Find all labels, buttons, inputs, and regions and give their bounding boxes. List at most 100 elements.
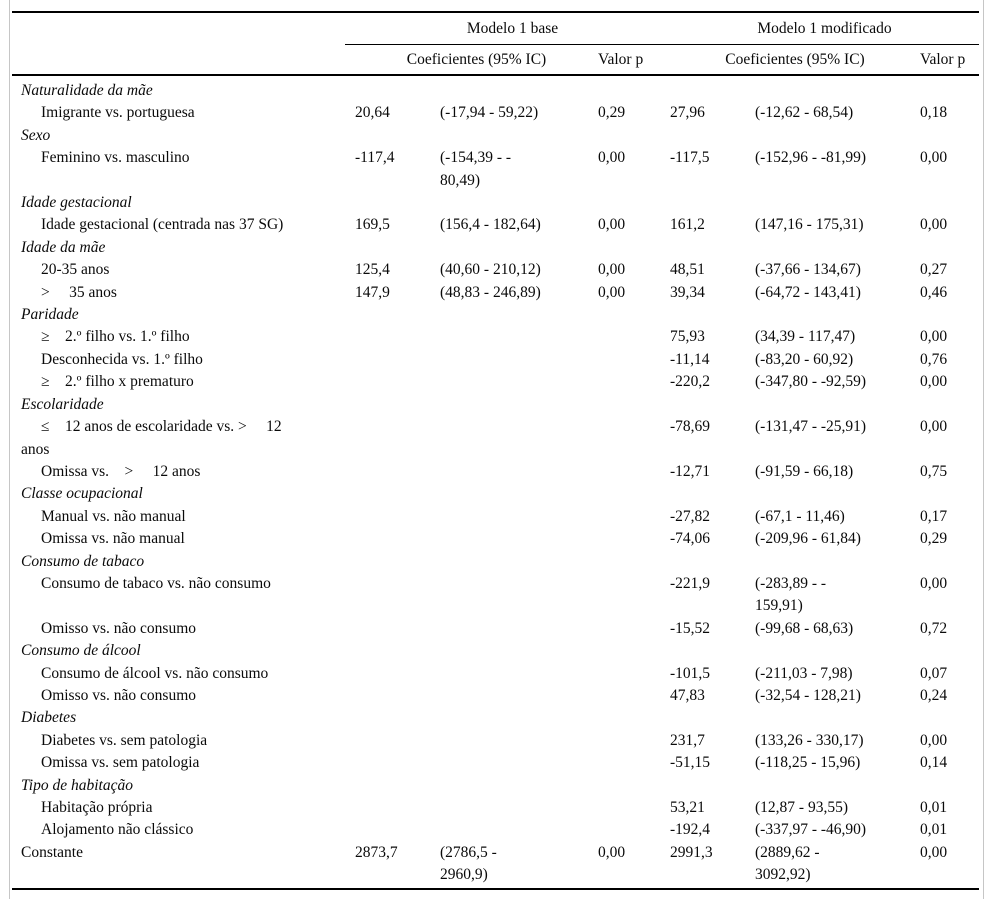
coef-cell-model2: 47,83 (670, 686, 705, 704)
row-label: Desconhecida vs. 1.º filho (41, 350, 203, 368)
category-row: Consumo de tabaco (12, 551, 979, 573)
coef-cell-model2: 48,51 (670, 261, 705, 279)
coef-cell-model1 (355, 551, 440, 573)
pvalue-cell-model1 (598, 775, 670, 797)
row-label: Paridade (21, 306, 79, 324)
coef-cell-model2: 27,96 (670, 104, 705, 122)
ci-cell-model2 (755, 551, 920, 573)
pvalue-cell-model1: 0,29 (598, 104, 626, 122)
table-row: Diabetes vs. sem patologia 231,7 (133,26 -… (12, 730, 979, 752)
ci-cell-model2 (755, 192, 920, 214)
row-label: Consumo de tabaco (21, 552, 145, 570)
coef-cell-model1 (355, 349, 440, 371)
ci-cell-model1 (440, 371, 598, 393)
ci-cell-model2 (755, 640, 920, 662)
table-row: Omisso vs. não consumo -15,52 (-99,68 - 68… (12, 618, 979, 640)
row-label: Escolaridade (21, 395, 104, 413)
coef-cell-model2 (670, 237, 755, 259)
coef-cell-model1 (355, 304, 440, 326)
pvalue-cell-model2: 0,00 (920, 216, 948, 234)
pvalue-cell-model2 (920, 483, 979, 505)
coefficients-header-model1: Coeficientes (95% IC) (406, 50, 547, 68)
pvalue-header-model1: Valor p (598, 50, 644, 68)
category-row: Tipo de habitação (12, 775, 979, 797)
ci-cell-model2 (755, 125, 920, 147)
coef-cell-model2 (670, 640, 755, 662)
row-label: Diabetes (21, 709, 77, 727)
row-label: Consumo de álcool vs. não consumo (41, 664, 269, 682)
header-rule (12, 74, 979, 76)
pvalue-cell-model1 (598, 618, 670, 640)
page-border-left (9, 0, 10, 899)
coef-cell-model1 (355, 326, 440, 348)
pvalue-cell-model1 (598, 506, 670, 528)
coef-cell-model1 (355, 819, 440, 841)
pvalue-cell-model2 (920, 640, 979, 662)
coef-cell-model2: -78,69 (670, 418, 711, 436)
ci-cell-model2: (-347,80 - -92,59) (755, 373, 867, 391)
pvalue-cell-model2: 0,75 (920, 462, 948, 480)
ci-cell-model1 (440, 483, 598, 505)
coef-cell-model1: 147,9 (355, 283, 390, 301)
pvalue-cell-model2: 0,00 (920, 373, 948, 391)
coef-cell-model1 (355, 483, 440, 505)
pvalue-cell-model1 (598, 349, 670, 371)
pvalue-cell-model2: 0,01 (920, 799, 948, 816)
ci-cell-model1 (440, 192, 598, 214)
coef-cell-model2: -51,15 (670, 754, 711, 772)
row-label: Habitação própria (41, 799, 153, 816)
row-label: 20-35 anos (41, 261, 110, 279)
coef-cell-model2 (670, 483, 755, 505)
ci-cell-model2 (755, 394, 920, 416)
ci-cell-model1 (440, 551, 598, 573)
coef-cell-model2: 53,21 (670, 799, 705, 816)
coef-cell-model2: 39,34 (670, 283, 705, 301)
category-row: Escolaridade (12, 394, 979, 416)
pvalue-cell-model2: 0,01 (920, 821, 948, 839)
ci-cell-model2 (755, 775, 920, 797)
pvalue-cell-model1 (598, 797, 670, 819)
row-label: Classe ocupacional (21, 485, 143, 503)
table-row: Consumo de tabaco vs. não consumo -221,9 (… (12, 573, 979, 618)
pvalue-cell-model1: 0,00 (598, 283, 626, 301)
coef-cell-model1: -117,4 (355, 149, 395, 167)
table-header-groups: Modelo 1 base Modelo 1 modificado (12, 13, 979, 44)
pvalue-cell-model1 (598, 640, 670, 662)
ci-cell-model1 (440, 125, 598, 147)
ci-cell-model2 (755, 237, 920, 259)
pvalue-cell-model2: 0,00 (920, 574, 948, 592)
coef-cell-model1 (355, 416, 440, 461)
pvalue-cell-model2 (920, 707, 979, 729)
ci-cell-model1 (440, 775, 598, 797)
table-row: Alojamento não clássico -192,4 (-337,97 - … (12, 819, 979, 841)
coef-cell-model2: -220,2 (670, 373, 711, 391)
coef-cell-model1 (355, 618, 440, 640)
row-label: Omisso vs. não consumo (41, 686, 196, 704)
ci-cell-model1 (440, 349, 598, 371)
row-label: Constante (21, 843, 83, 861)
pvalue-cell-model1 (598, 416, 670, 461)
pvalue-cell-model2 (920, 125, 979, 147)
ci-cell-model2: (147,16 - 175,31) (755, 216, 864, 234)
pvalue-cell-model2 (920, 80, 979, 102)
table-header-columns: Coeficientes (95% IC) Valor p Coeficient… (12, 45, 979, 74)
coef-cell-model1 (355, 394, 440, 416)
coef-cell-model1 (355, 371, 440, 393)
ci-cell-model2: (34,39 - 117,47) (755, 328, 856, 346)
table-row: > 35 anos 147,9 (48,83 - 246,89) 0,00 39,34 (… (12, 282, 979, 304)
coef-cell-model1: 20,64 (355, 104, 390, 122)
coef-cell-model1 (355, 775, 440, 797)
ci-cell-model2: (12,87 - 93,55) (755, 799, 848, 816)
coef-cell-model2: 75,93 (670, 328, 705, 346)
ci-cell-model2: (-118,25 - 15,96) (755, 754, 861, 772)
ci-cell-model2: (-283,89 - - 159,91) (755, 574, 827, 615)
pvalue-cell-model1 (598, 304, 670, 326)
pvalue-cell-model1 (598, 326, 670, 348)
pvalue-cell-model2 (920, 237, 979, 259)
coef-cell-model1: 169,5 (355, 216, 390, 234)
pvalue-cell-model2: 0,46 (920, 283, 948, 301)
pvalue-cell-model2: 0,17 (920, 507, 948, 525)
coef-cell-model2: 161,2 (670, 216, 705, 234)
row-label: > 35 anos (41, 283, 117, 301)
category-row: Naturalidade da mãe (12, 80, 979, 102)
